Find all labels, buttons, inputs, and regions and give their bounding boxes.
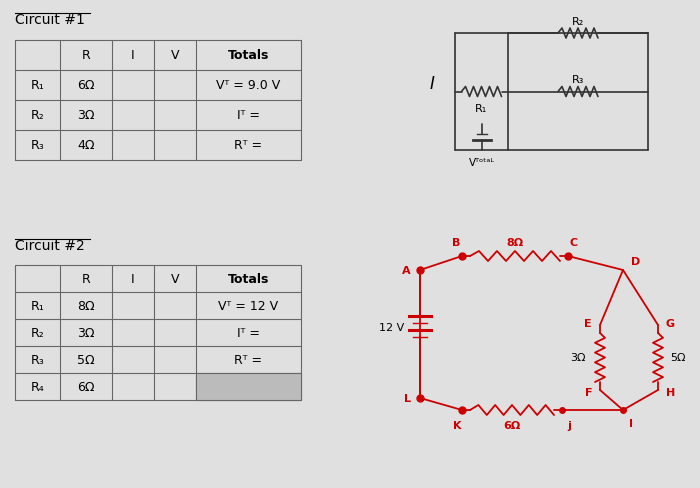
Text: Circuit #2: Circuit #2 <box>15 239 85 252</box>
Text: Rᵀ =: Rᵀ = <box>234 139 262 152</box>
Text: Vᵀ = 9.0 V: Vᵀ = 9.0 V <box>216 80 281 92</box>
Text: H: H <box>666 387 675 397</box>
Text: 6Ω: 6Ω <box>503 420 521 430</box>
Text: C: C <box>570 238 578 247</box>
Text: R₂: R₂ <box>572 17 584 27</box>
Text: R₄: R₄ <box>31 380 44 393</box>
Text: G: G <box>666 318 675 328</box>
Text: A: A <box>402 265 411 275</box>
Text: R₃: R₃ <box>31 139 44 152</box>
Text: Totals: Totals <box>228 272 270 285</box>
Text: Vᵀᵒᵗᵃᴸ: Vᵀᵒᵗᵃᴸ <box>468 158 494 168</box>
Text: 8Ω: 8Ω <box>77 299 94 312</box>
Text: V: V <box>171 49 179 62</box>
Text: 3Ω: 3Ω <box>77 326 94 339</box>
Text: R₁: R₁ <box>31 80 44 92</box>
Text: I: I <box>131 272 135 285</box>
Text: D: D <box>631 257 640 266</box>
Text: Vᵀ = 12 V: Vᵀ = 12 V <box>218 299 279 312</box>
Text: 3Ω: 3Ω <box>570 353 586 363</box>
Text: 8Ω: 8Ω <box>506 238 524 247</box>
Text: 3Ω: 3Ω <box>77 109 94 122</box>
Text: R₃: R₃ <box>31 353 44 366</box>
Text: R: R <box>82 272 90 285</box>
Text: j: j <box>567 420 571 430</box>
Text: I: I <box>629 418 633 428</box>
Text: 4Ω: 4Ω <box>77 139 94 152</box>
Text: R₃: R₃ <box>572 75 584 85</box>
Text: F: F <box>584 387 592 397</box>
Text: R₂: R₂ <box>31 326 44 339</box>
Text: R₂: R₂ <box>31 109 44 122</box>
Text: B: B <box>452 238 460 247</box>
Text: 5Ω: 5Ω <box>670 353 685 363</box>
Text: Circuit #1: Circuit #1 <box>15 13 85 27</box>
Text: Iᵀ =: Iᵀ = <box>237 326 260 339</box>
Text: 5Ω: 5Ω <box>77 353 94 366</box>
Text: Iᵀ =: Iᵀ = <box>237 109 260 122</box>
Text: I: I <box>131 49 135 62</box>
Text: V: V <box>171 272 179 285</box>
Text: I: I <box>430 75 435 93</box>
Text: R₁: R₁ <box>475 104 488 114</box>
Text: Totals: Totals <box>228 49 270 62</box>
Text: 6Ω: 6Ω <box>77 80 94 92</box>
Text: R₁: R₁ <box>31 299 44 312</box>
Text: 6Ω: 6Ω <box>77 380 94 393</box>
Text: Rᵀ =: Rᵀ = <box>234 353 262 366</box>
Text: E: E <box>584 318 592 328</box>
Text: K: K <box>453 420 461 430</box>
Text: L: L <box>404 393 411 403</box>
Text: R: R <box>82 49 90 62</box>
Text: 12 V: 12 V <box>379 323 405 332</box>
